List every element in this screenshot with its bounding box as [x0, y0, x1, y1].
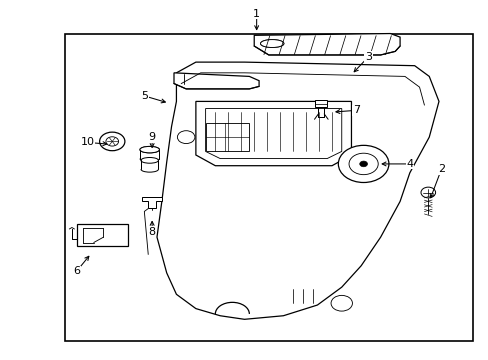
Bar: [315, 100, 326, 107]
Polygon shape: [157, 62, 438, 319]
Circle shape: [359, 161, 367, 167]
Text: 5: 5: [141, 91, 148, 101]
Circle shape: [106, 137, 118, 146]
Bar: [77, 224, 127, 246]
Polygon shape: [254, 33, 399, 55]
Text: 8: 8: [148, 227, 155, 237]
Polygon shape: [142, 197, 162, 208]
Circle shape: [330, 296, 352, 311]
Polygon shape: [205, 109, 341, 158]
Text: 6: 6: [73, 266, 80, 276]
Polygon shape: [174, 73, 259, 89]
Circle shape: [348, 153, 377, 175]
Circle shape: [177, 131, 195, 144]
Ellipse shape: [140, 147, 159, 153]
Ellipse shape: [260, 40, 284, 48]
Text: 3: 3: [364, 52, 371, 62]
Text: 9: 9: [148, 132, 155, 142]
Text: 1: 1: [253, 9, 260, 19]
Bar: [205, 123, 249, 152]
Circle shape: [420, 187, 435, 198]
Circle shape: [338, 145, 388, 183]
Bar: [64, 33, 472, 341]
Polygon shape: [196, 102, 351, 166]
Text: 10: 10: [81, 138, 95, 148]
Ellipse shape: [141, 157, 158, 163]
Text: 7: 7: [352, 105, 359, 115]
Text: 2: 2: [437, 164, 444, 174]
Circle shape: [100, 132, 124, 151]
Text: 4: 4: [406, 159, 412, 169]
